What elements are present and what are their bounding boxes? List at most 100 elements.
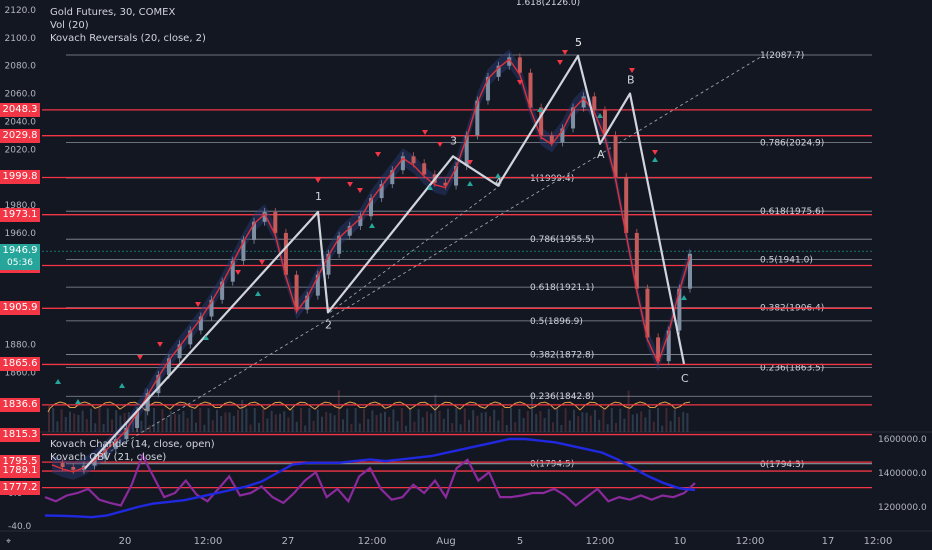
volume-bar — [266, 418, 269, 432]
red-level-badge[interactable]: 2029.8 — [0, 128, 40, 143]
lower-right-tick: 1600000.0 — [878, 435, 927, 445]
volume-bar — [447, 408, 449, 432]
candle-body — [496, 65, 501, 77]
red-level-badge[interactable]: 1815.3 — [0, 427, 40, 442]
volume-bar — [589, 415, 592, 432]
fib-label-1: 1(1999.4) — [530, 174, 574, 184]
red-level-badge[interactable]: 1777.2 — [0, 480, 40, 495]
volume-bar — [190, 408, 193, 432]
volume-bar — [682, 411, 685, 432]
volume-bar — [291, 409, 294, 432]
volume-bar — [518, 408, 521, 432]
volume-bar — [686, 413, 689, 432]
candle-body — [592, 96, 597, 111]
reversal-ma-line — [51, 58, 691, 473]
volume-bar — [270, 410, 273, 432]
wave-label: 4 — [495, 176, 502, 189]
volume-bar — [115, 410, 118, 432]
candles — [60, 53, 692, 474]
wave-label: 5 — [575, 36, 582, 49]
volume-bar — [245, 408, 248, 432]
candle-body — [464, 135, 469, 167]
cropped-fib-label: 1.618(2126.0) — [516, 0, 580, 8]
volume-bar — [665, 408, 668, 432]
volume-bar — [497, 420, 500, 432]
volume-bar — [396, 421, 399, 432]
zoom-icon[interactable]: ⌖ — [6, 537, 11, 547]
volume-bar — [363, 408, 365, 432]
volume-bar — [295, 421, 298, 432]
volume-bar — [199, 408, 202, 432]
wave-label: 1 — [315, 190, 322, 203]
volume-bar — [195, 422, 197, 432]
volume-bar — [186, 418, 189, 432]
red-level-badge[interactable]: 1905.9 — [0, 301, 40, 316]
elliott-wave-line — [84, 54, 686, 470]
candle-body — [326, 253, 331, 275]
chande-indicator-label[interactable]: Kovach Chande (14, close, open) — [50, 439, 215, 450]
volume-bar — [77, 414, 80, 432]
candle-body — [113, 439, 118, 449]
volume-bar — [413, 421, 416, 432]
lower-right-tick: 1200000.0 — [878, 503, 927, 513]
wave-label: C — [681, 372, 689, 385]
volume-bar — [316, 409, 319, 432]
buy-reversal-marker — [652, 157, 658, 162]
candle-body — [145, 393, 150, 412]
fib-label-2: 0.236(1863.5) — [760, 363, 824, 373]
volume-bar — [375, 415, 378, 432]
wave-label: A — [597, 148, 605, 161]
volume-bar — [148, 425, 151, 432]
candle-body — [156, 375, 161, 394]
volume-bar — [232, 415, 235, 432]
volume-bar — [300, 408, 302, 432]
volume-bar — [220, 416, 223, 432]
candle-body — [571, 107, 576, 129]
volume-bar — [405, 425, 407, 432]
fib-label-2: 0.618(1975.6) — [760, 207, 824, 217]
obv-indicator-label[interactable]: Kovach OBV (21, close) — [50, 452, 167, 463]
volume-bar — [434, 394, 437, 432]
volume-bar — [619, 408, 622, 432]
candle-body — [677, 288, 682, 331]
red-level-badge[interactable]: 1999.8 — [0, 170, 40, 185]
volume-bar — [594, 410, 596, 432]
volume-bar — [673, 409, 676, 432]
candle-body — [613, 135, 618, 178]
volume-bar — [85, 418, 88, 432]
red-level-badge[interactable]: 2048.3 — [0, 102, 40, 117]
volume-bar — [640, 411, 643, 432]
candle-body — [379, 184, 384, 199]
red-level-badge[interactable]: 1973.1 — [0, 207, 40, 222]
volume-bar — [568, 420, 571, 432]
volume-bar — [216, 409, 218, 432]
red-level-badge[interactable]: 1789.1 — [0, 464, 40, 479]
volume-bar — [371, 410, 374, 432]
volume-indicator-label[interactable]: Vol (20) — [50, 20, 89, 31]
fib-label-2: 0(1794.3) — [760, 460, 804, 470]
candle-body — [347, 225, 352, 236]
candle-body — [103, 448, 108, 459]
y-axis-tick: 2060.0 — [5, 90, 37, 100]
candle-body — [581, 96, 586, 108]
volume-bar — [564, 408, 567, 432]
y-axis-tick: 1980.0 — [5, 201, 37, 211]
trend-line-lower — [79, 56, 761, 471]
x-axis-tick: Aug — [436, 536, 456, 547]
red-level-badge[interactable]: 1836.6 — [0, 397, 40, 412]
sell-reversal-marker — [157, 342, 163, 347]
volume-bar — [400, 408, 403, 432]
red-level-badge[interactable]: 1865.6 — [0, 357, 40, 372]
volume-bar — [480, 412, 483, 432]
candle-body — [177, 344, 182, 359]
candle-body — [549, 135, 554, 143]
sell-reversal-marker — [437, 142, 443, 147]
buy-reversal-marker — [255, 291, 261, 296]
reversals-indicator-label[interactable]: Kovach Reversals (20, close, 2) — [50, 33, 206, 44]
current-price-badge[interactable]: 1946.9 05:36 — [0, 244, 40, 271]
volume-bar — [90, 408, 92, 432]
symbol-title[interactable]: Gold Futures, 30, COMEX — [50, 7, 176, 18]
volume-bar — [648, 409, 651, 432]
y-axis-tick: 1860.0 — [5, 368, 37, 378]
